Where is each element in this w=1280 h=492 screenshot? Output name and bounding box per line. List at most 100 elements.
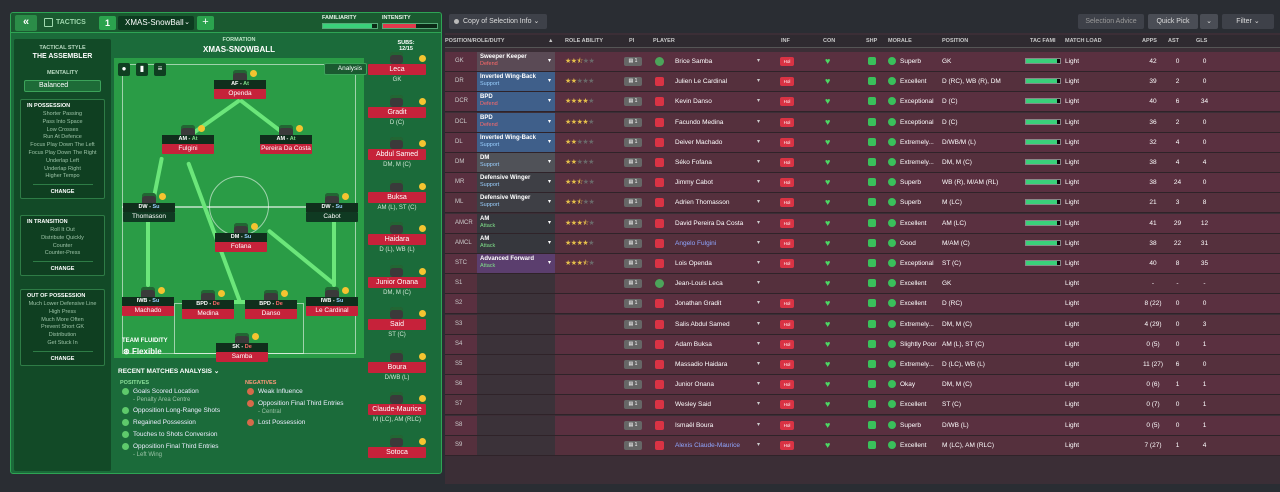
chevron-down-icon[interactable]: ▾ — [757, 199, 761, 206]
col-pi[interactable]: PI — [629, 38, 635, 44]
chevron-down-icon[interactable]: ▾ — [757, 401, 761, 408]
table-row[interactable]: S9 ▤ 1 Alexis Claude-Maurice ▾ Hol ♥ Excellent… — [445, 435, 1280, 456]
chevron-down-icon[interactable]: ▾ — [757, 159, 761, 165]
table-row[interactable]: ML Defensive Winger Support ▾ ★★⯪★★ ▤ 1 Adrien… — [445, 193, 1280, 214]
col-tac-fami[interactable]: TAC FAMI — [1030, 38, 1056, 44]
col-shp[interactable]: SHP — [866, 38, 878, 44]
table-row[interactable]: S3 ▤ 1 Salis Abdul Samed ▾ Hol ♥ Extremely... D… — [445, 314, 1280, 335]
col-ast[interactable]: AST — [1168, 38, 1179, 44]
role-select[interactable]: Sweeper Keeper Defend ▾ — [477, 52, 555, 71]
pi-icon[interactable]: ▤ 1 — [624, 420, 642, 430]
role-select[interactable]: AM Attack ▾ — [477, 213, 555, 233]
add-tactic-button[interactable]: + — [197, 16, 214, 30]
pi-icon[interactable]: ▤ 1 — [624, 57, 642, 66]
chevron-down-icon[interactable]: ▾ — [757, 280, 761, 287]
role-select[interactable]: AM Attack ▾ — [477, 233, 555, 253]
tactic-slot-number[interactable]: 1 — [99, 16, 116, 30]
player-name[interactable]: Séko Fofana — [675, 159, 712, 166]
chevron-down-icon[interactable]: ▾ — [757, 179, 761, 186]
player-name[interactable]: Jean-Louis Leca — [675, 280, 723, 288]
sub-player[interactable]: Claude-Maurice M (LC), AM (RLC) — [366, 392, 428, 433]
role-select[interactable] — [477, 294, 555, 314]
player-name[interactable]: David Pereira Da Costa — [675, 219, 744, 227]
pi-icon[interactable]: ▤ 1 — [624, 279, 642, 289]
role-select[interactable]: Defensive Winger Support ▾ — [477, 193, 555, 213]
role-select[interactable] — [477, 274, 555, 294]
sub-player[interactable]: Sotoca — [366, 434, 428, 476]
sub-player[interactable]: Gradit D (C) — [366, 94, 428, 136]
out-of-possession-change-button[interactable]: CHANGE — [32, 350, 93, 362]
table-row[interactable]: S8 ▤ 1 Ismaël Boura ▾ Hol ♥ Superb D/WB (L) Ligh… — [445, 415, 1280, 436]
role-select[interactable]: Inverted Wing-Back Support ▾ — [477, 132, 555, 152]
pi-icon[interactable]: ▤ 1 — [624, 238, 642, 248]
analysis-button[interactable]: Analysis — [324, 63, 367, 75]
sub-player[interactable]: Said ST (C) — [366, 307, 428, 348]
sub-player[interactable]: Junior Onana DM, M (C) — [366, 264, 428, 306]
chevron-down-icon[interactable]: ▾ — [757, 421, 761, 428]
pi-icon[interactable]: ▤ 1 — [624, 299, 642, 309]
chevron-down-icon[interactable]: ▾ — [757, 58, 761, 64]
chevron-down-icon[interactable]: ▾ — [757, 361, 761, 367]
col-apps[interactable]: APPS — [1142, 38, 1157, 44]
pi-icon[interactable]: ▤ 1 — [624, 360, 642, 369]
player-name[interactable]: Facundo Medina — [675, 118, 724, 126]
role-select[interactable] — [477, 375, 555, 395]
col-match-load[interactable]: MATCH LOAD — [1065, 38, 1102, 44]
player-name[interactable]: Ismaël Boura — [675, 421, 714, 429]
table-row[interactable]: DCL BPD Defend ▾ ★★★★★ ▤ 1 Facundo Medina ▾ Hol ♥… — [445, 112, 1280, 133]
player-name[interactable]: Lois Openda — [675, 260, 712, 267]
player-name[interactable]: Brice Samba — [675, 58, 713, 65]
role-select[interactable]: Inverted Wing-Back Support ▾ — [477, 72, 555, 92]
player-name[interactable]: Massadio Haidara — [675, 361, 728, 368]
role-select[interactable]: Defensive Winger Support ▾ — [477, 173, 555, 193]
pi-icon[interactable]: ▤ 1 — [624, 97, 642, 107]
table-row[interactable]: S6 ▤ 1 Junior Onana ▾ Hol ♥ Okay DM, M (C) Light… — [445, 375, 1280, 396]
table-row[interactable]: S1 ▤ 1 Jean-Louis Leca ▾ ♥ Excellent GK Light - -… — [445, 274, 1280, 295]
player-name[interactable]: Angelo Fulgini — [675, 239, 717, 247]
col-inf[interactable]: INF — [781, 38, 790, 44]
table-row[interactable]: AMCL AM Attack ▾ ★★★★★ ▤ 1 Angelo Fulgini ▾ Hol ♥… — [445, 233, 1280, 254]
table-row[interactable]: DCR BPD Defend ▾ ★★★★★ ▤ 1 Kevin Danso ▾ Hol ♥ Exc… — [445, 92, 1280, 113]
role-select[interactable] — [477, 435, 555, 455]
sub-player[interactable]: Buksa AM (L), ST (C) — [366, 179, 428, 221]
pi-icon[interactable]: ▤ 1 — [624, 259, 642, 268]
role-select[interactable] — [477, 355, 555, 374]
sub-player[interactable]: Haidara D (L), WB (L) — [366, 222, 428, 263]
pi-icon[interactable]: ▤ 1 — [624, 198, 642, 208]
chevron-down-icon[interactable]: ▾ — [757, 441, 761, 448]
chevron-down-icon[interactable]: ▾ — [757, 260, 761, 266]
table-row[interactable]: S5 ▤ 1 Massadio Haidara ▾ Hol ♥ Extremely... D … — [445, 355, 1280, 375]
col-position[interactable]: POSITION — [942, 38, 969, 44]
player-name[interactable]: Salis Abdul Samed — [675, 320, 730, 328]
pi-icon[interactable]: ▤ 1 — [624, 440, 642, 450]
player-name[interactable]: Junior Onana — [675, 381, 715, 389]
in-possession-change-button[interactable]: CHANGE — [32, 184, 93, 195]
role-select[interactable]: BPD Defend ▾ — [477, 112, 555, 132]
quick-pick-button[interactable]: Quick Pick — [1148, 14, 1198, 29]
sub-player[interactable]: Leca GK — [366, 52, 428, 93]
player-name[interactable]: Jimmy Cabot — [675, 179, 713, 187]
formation-name[interactable]: XMAS-SNOWBALL — [203, 45, 275, 54]
player-name[interactable]: Julien Le Cardinal — [675, 78, 728, 86]
chevron-down-icon[interactable]: ▾ — [757, 138, 761, 145]
table-row[interactable]: S7 ▤ 1 Wesley Said ▾ Hol ♥ Excellent ST (C) Ligh… — [445, 395, 1280, 416]
role-select[interactable]: BPD Defend ▾ — [477, 92, 555, 112]
table-row[interactable]: MR Defensive Winger Support ▾ ★★⯪★★ ▤ 1 Jimmy … — [445, 173, 1280, 194]
pi-icon[interactable]: ▤ 1 — [624, 137, 642, 147]
stats-view-icon[interactable]: ▮ — [136, 63, 148, 76]
table-row[interactable]: DR Inverted Wing-Back Support ▾ ★★★★★ ▤ 1 Juli… — [445, 72, 1280, 93]
chevron-down-icon[interactable]: ▾ — [757, 118, 761, 125]
table-row[interactable]: AMCR AM Attack ▾ ★★★⯪★ ▤ 1 David Pereira Da Co… — [445, 213, 1280, 234]
role-select[interactable]: DM Support ▾ — [477, 153, 555, 172]
table-row[interactable]: GK Sweeper Keeper Defend ▾ ★★⯪★★ ▤ 1 Brice Sam… — [445, 52, 1280, 72]
selection-advice-button[interactable]: Selection Advice — [1078, 14, 1144, 29]
table-row[interactable]: DL Inverted Wing-Back Support ▾ ★★★★★ ▤ 1 Deiv… — [445, 132, 1280, 153]
quick-pick-dropdown[interactable]: ⌄ — [1200, 14, 1218, 29]
sub-player[interactable]: Abdul Samed DM, M (C) — [366, 137, 428, 178]
player-name[interactable]: Adam Buksa — [675, 340, 712, 348]
recent-analysis-title[interactable]: RECENT MATCHES ANALYSIS ⌄ — [118, 367, 219, 375]
col-gls[interactable]: GLS — [1196, 38, 1208, 44]
pi-icon[interactable]: ▤ 1 — [624, 400, 642, 410]
table-row[interactable]: DM DM Support ▾ ★★★★★ ▤ 1 Séko Fofana ▾ Hol ♥ Extr… — [445, 153, 1280, 173]
col-morale[interactable]: MORALE — [888, 38, 912, 44]
